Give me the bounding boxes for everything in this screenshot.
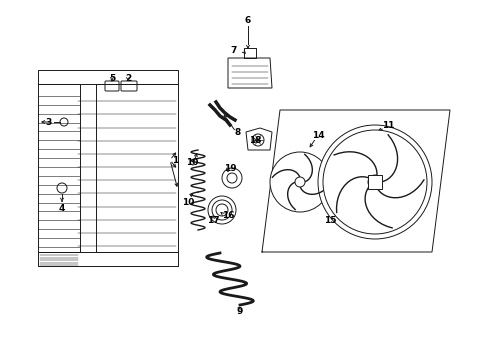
- Text: 19: 19: [224, 163, 236, 172]
- Circle shape: [252, 134, 264, 146]
- Circle shape: [295, 177, 305, 187]
- Circle shape: [222, 168, 242, 188]
- Text: 5: 5: [109, 73, 115, 82]
- Text: 10: 10: [186, 158, 198, 166]
- Polygon shape: [262, 110, 450, 252]
- Polygon shape: [228, 58, 272, 88]
- Circle shape: [323, 130, 427, 234]
- Text: 13: 13: [394, 194, 406, 202]
- Text: 12: 12: [394, 163, 406, 172]
- FancyBboxPatch shape: [121, 81, 137, 91]
- Text: 10: 10: [182, 198, 194, 207]
- Text: 3: 3: [45, 117, 51, 126]
- Text: 7: 7: [231, 45, 237, 54]
- Polygon shape: [246, 128, 272, 150]
- Text: 9: 9: [237, 307, 243, 316]
- Text: 8: 8: [235, 127, 241, 136]
- Circle shape: [409, 197, 419, 207]
- Circle shape: [407, 167, 417, 177]
- Text: 4: 4: [59, 203, 65, 212]
- Circle shape: [318, 125, 432, 239]
- Circle shape: [368, 175, 382, 189]
- Text: 15: 15: [324, 216, 336, 225]
- Circle shape: [227, 173, 237, 183]
- Circle shape: [57, 183, 67, 193]
- Text: 2: 2: [125, 73, 131, 82]
- Bar: [368, 175, 382, 189]
- Text: 1: 1: [172, 156, 178, 165]
- Text: 6: 6: [245, 15, 251, 24]
- Text: 17: 17: [207, 216, 220, 225]
- Text: 14: 14: [312, 131, 324, 140]
- Text: 16: 16: [222, 211, 234, 220]
- Text: 18: 18: [249, 135, 261, 144]
- Circle shape: [60, 118, 68, 126]
- Text: 11: 11: [382, 121, 394, 130]
- FancyBboxPatch shape: [105, 81, 119, 91]
- Circle shape: [270, 152, 330, 212]
